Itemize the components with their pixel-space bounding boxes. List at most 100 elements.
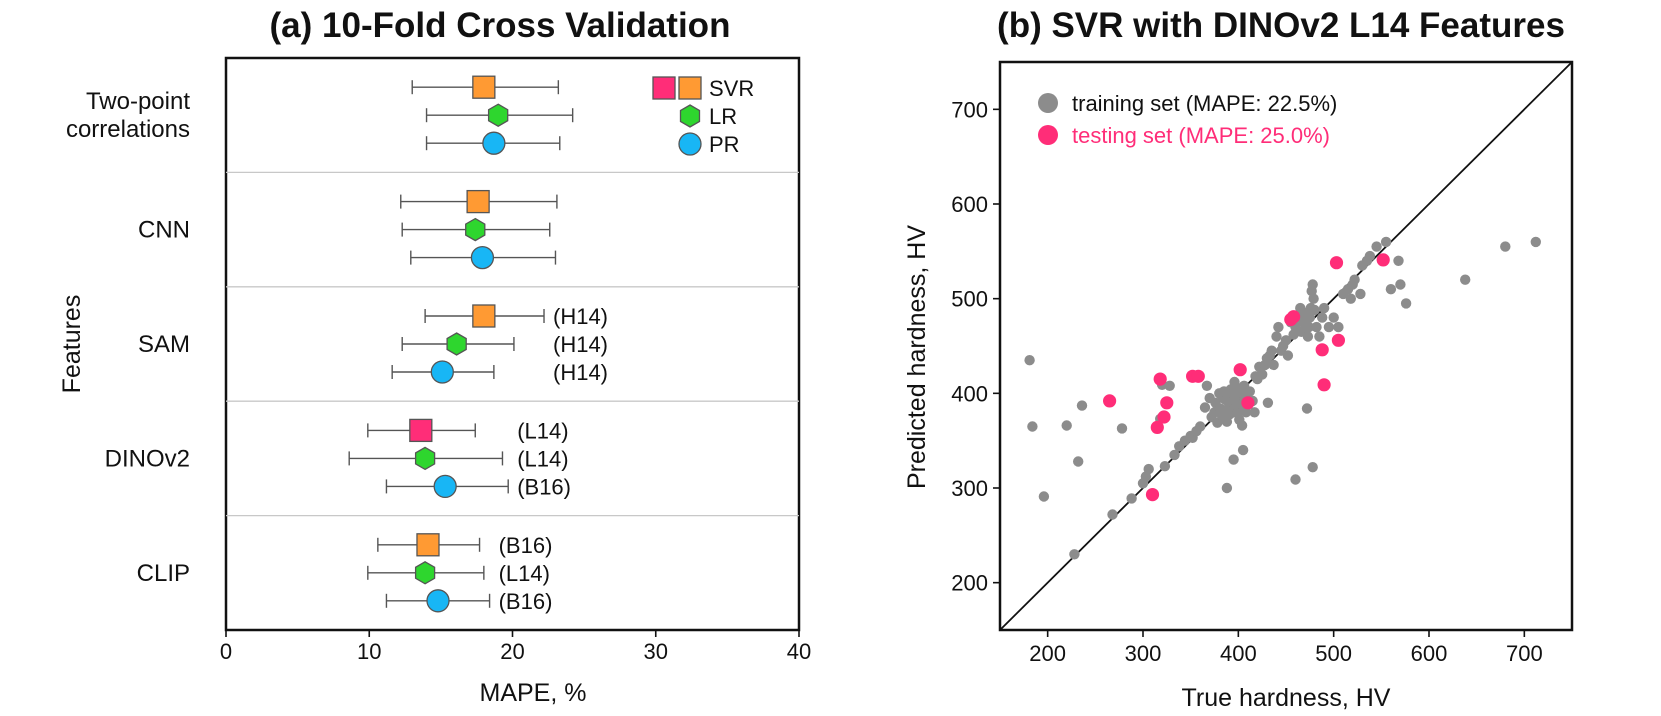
training-point [1237, 444, 1249, 456]
training-point [1069, 549, 1080, 560]
x-tick-label: 700 [1506, 641, 1543, 666]
x-tick-label: 400 [1220, 641, 1257, 666]
panel-b-svr-parity: (b) SVR with DINOv2 L14 Features 200 300 4… [903, 6, 1574, 712]
data-points [1024, 236, 1542, 560]
x-tick-label: 600 [1411, 641, 1448, 666]
training-point [1309, 304, 1320, 316]
training-point [1159, 461, 1171, 472]
training-point [1364, 250, 1376, 262]
training-point [1228, 454, 1239, 465]
legend-label: LR [709, 104, 737, 129]
training-point [1400, 298, 1412, 309]
legend-label: PR [709, 132, 740, 157]
mean-marker-pr [433, 474, 457, 499]
training-point [1308, 293, 1319, 304]
legend-item-lr: LR [679, 104, 737, 129]
variant-label: (H14) [553, 360, 608, 385]
training-point [1345, 293, 1357, 304]
feature-label: CLIP [137, 560, 190, 587]
training-point [1311, 321, 1322, 333]
training-point [1107, 509, 1118, 520]
testing-point [1315, 343, 1329, 357]
training-point [1195, 421, 1206, 432]
training-point [1126, 493, 1137, 504]
mean-marker-pr [430, 360, 454, 384]
training-point [1371, 241, 1382, 252]
legend-item-testing: testing set (MAPE: 25.0%) [1038, 123, 1330, 148]
x-axis-ticks: 200 300 400 500 600 700 [1029, 630, 1543, 666]
training-point [1221, 482, 1233, 494]
training-point [1290, 474, 1301, 485]
legend-swatch [652, 76, 676, 100]
training-point [1262, 397, 1274, 408]
testing-point [1241, 396, 1255, 410]
training-point [1395, 279, 1406, 290]
testing-point [1103, 394, 1117, 408]
training-points [1024, 236, 1542, 560]
feature-label: CNN [138, 217, 190, 244]
mean-marker-pr [426, 589, 450, 613]
training-point [1380, 236, 1392, 248]
feature-label: Two-point correlations [66, 88, 190, 143]
feature-labels: Two-point correlations CNN SAM DINOv2 CLIP [66, 88, 190, 587]
panel-a-cross-validation: (a) 10-Fold Cross Validation (H14) (H14) (… [58, 6, 811, 707]
training-point [1530, 236, 1542, 248]
training-point [1201, 380, 1213, 391]
x-tick-label: 40 [787, 639, 811, 664]
testing-points [1103, 253, 1390, 502]
x-axis-label: MAPE, % [480, 679, 587, 707]
mean-marker-svr [416, 533, 440, 557]
y-tick-label: 300 [951, 476, 988, 501]
testing-point [1153, 372, 1167, 386]
variant-label: (L14) [517, 446, 568, 471]
testing-point [1233, 363, 1247, 377]
training-point [1500, 241, 1511, 252]
testing-point [1331, 333, 1345, 347]
y-tick-label: 700 [951, 97, 988, 122]
testing-point [1287, 310, 1301, 324]
mean-marker-svr [409, 418, 433, 443]
mean-marker-lr [446, 332, 467, 356]
y-tick-label: 200 [951, 571, 988, 596]
variant-label: (B16) [517, 474, 571, 499]
mean-marker-lr [414, 561, 436, 585]
testing-point [1145, 488, 1160, 502]
y-axis-label: Features [58, 295, 86, 394]
panel-b-plot-frame [998, 60, 1574, 632]
training-point [1061, 420, 1072, 431]
x-tick-label: 500 [1315, 641, 1352, 666]
training-point [1268, 359, 1279, 371]
mean-marker-lr [414, 446, 436, 471]
variant-label: (H14) [553, 304, 608, 329]
training-point [1307, 462, 1318, 473]
x-axis-ticks: 0 10 20 30 40 [220, 630, 811, 664]
training-point [1164, 380, 1175, 391]
training-point [1385, 284, 1397, 295]
variant-labels: (H14) (H14) (H14) (L14) (L14) (B16) (B16) (L14)… [499, 304, 608, 614]
x-tick-label: 0 [220, 639, 232, 664]
training-point [1302, 331, 1314, 342]
legend-item-pr: PR [678, 132, 740, 157]
panel-b-title: (b) SVR with DINOv2 L14 Features [997, 6, 1565, 45]
panel-a-title: (a) 10-Fold Cross Validation [270, 6, 731, 45]
y-tick-label: 400 [951, 381, 988, 406]
legend-item-svr: SVR [652, 76, 754, 101]
x-tick-label: 30 [644, 639, 668, 664]
variant-label: (B16) [499, 589, 553, 614]
legend-swatch [1038, 93, 1058, 113]
training-point [1266, 345, 1277, 356]
testing-point [1191, 369, 1205, 383]
legend-swatch [678, 132, 702, 156]
training-point [1460, 274, 1471, 285]
testing-point [1150, 420, 1164, 434]
y-tick-label: 600 [951, 192, 988, 217]
training-point [1240, 407, 1252, 418]
x-tick-label: 10 [357, 639, 381, 664]
training-point [1249, 407, 1260, 418]
feature-label: DINOv2 [105, 445, 190, 472]
variant-label: (H14) [553, 332, 608, 357]
y-tick-label: 500 [951, 287, 988, 312]
training-point [1199, 402, 1211, 413]
variant-label: (L14) [499, 561, 550, 586]
y-axis-label: Predicted hardness, HV [903, 225, 931, 489]
